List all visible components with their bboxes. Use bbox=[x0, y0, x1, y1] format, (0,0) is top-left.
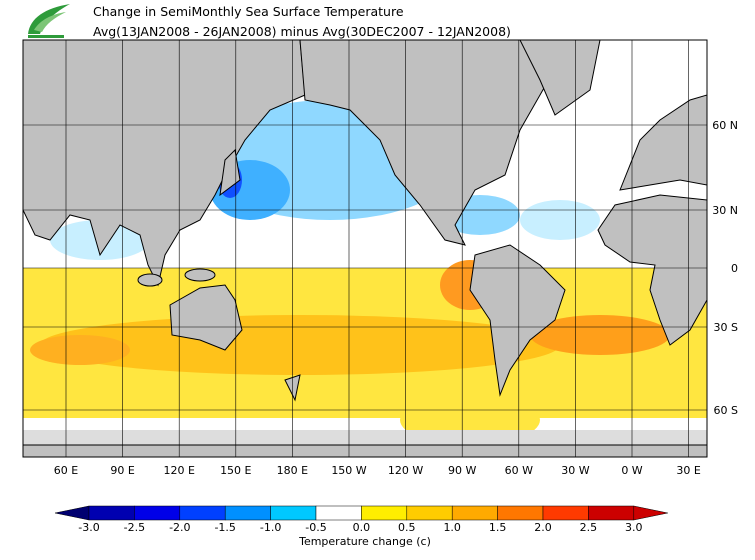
colorbar-tick-label: -0.5 bbox=[305, 521, 326, 534]
colorbar-tick-label: 1.0 bbox=[443, 521, 461, 534]
colorbar-tick-label: 0.0 bbox=[353, 521, 371, 534]
lon-label: 150 E bbox=[220, 464, 251, 477]
colorbar-tick-label: 1.5 bbox=[489, 521, 507, 534]
colorbar-tick-label: 3.0 bbox=[625, 521, 643, 534]
lat-label: 30 S bbox=[714, 321, 738, 334]
colorbar-box bbox=[542, 505, 589, 521]
colorbar-box bbox=[88, 505, 135, 521]
lon-label: 60 W bbox=[505, 464, 533, 477]
colorbar-box bbox=[224, 505, 271, 521]
lon-label: 120 E bbox=[163, 464, 194, 477]
colorbar-box bbox=[134, 505, 181, 521]
colorbar-tick-label: 0.5 bbox=[398, 521, 416, 534]
colorbar-tick-label: 2.0 bbox=[534, 521, 552, 534]
colorbar-box bbox=[315, 505, 362, 521]
colorbar-box bbox=[179, 505, 226, 521]
subtitle: Avg(13JAN2008 - 26JAN2008) minus Avg(30D… bbox=[93, 24, 511, 39]
map bbox=[23, 40, 707, 457]
lat-label: 30 N bbox=[712, 204, 738, 217]
colorbar-title: Temperature change (c) bbox=[298, 535, 431, 548]
colorbar-tick-label: -2.0 bbox=[169, 521, 190, 534]
title: Change in SemiMonthly Sea Surface Temper… bbox=[93, 4, 404, 19]
lon-label: 0 W bbox=[621, 464, 642, 477]
colorbar-arrow bbox=[54, 505, 90, 521]
lat-label: 0 bbox=[731, 262, 738, 275]
colorbar: -3.0 -2.5 -2.0 -1.5 -1.0 -0.5 0.0 0.5 1.0 1.5 2.0 2… bbox=[54, 505, 668, 534]
colorbar-box bbox=[588, 505, 635, 521]
colorbar-tick-label: -1.0 bbox=[260, 521, 281, 534]
lon-label: 30 W bbox=[561, 464, 589, 477]
lon-label: 90 E bbox=[110, 464, 134, 477]
colorbar-tick-label: -2.5 bbox=[124, 521, 145, 534]
colorbar-arrow bbox=[633, 505, 668, 521]
colorbar-box bbox=[497, 505, 544, 521]
colorbar-tick-label: 2.5 bbox=[580, 521, 598, 534]
logo bbox=[28, 4, 70, 38]
colorbar-tick-label: -3.0 bbox=[78, 521, 99, 534]
lon-label: 120 W bbox=[388, 464, 423, 477]
colorbar-box bbox=[406, 505, 453, 521]
lat-label: 60 S bbox=[714, 404, 738, 417]
colorbar-tick-label: -1.5 bbox=[214, 521, 235, 534]
lon-label: 150 W bbox=[331, 464, 366, 477]
colorbar-box bbox=[451, 505, 498, 521]
lat-label: 60 N bbox=[712, 119, 738, 132]
colorbar-box bbox=[361, 505, 408, 521]
lon-label: 60 E bbox=[54, 464, 78, 477]
lon-label: 30 E bbox=[676, 464, 700, 477]
lon-label: 90 W bbox=[448, 464, 476, 477]
lon-label: 180 E bbox=[277, 464, 308, 477]
map-frame bbox=[22, 39, 708, 458]
colorbar-box bbox=[270, 505, 317, 521]
